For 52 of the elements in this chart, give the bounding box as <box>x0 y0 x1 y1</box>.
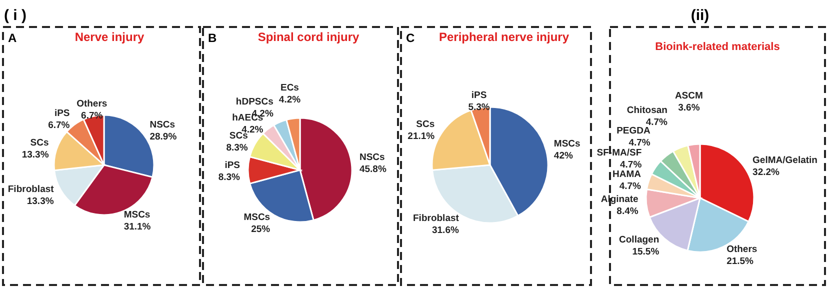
data-label: 4.7% <box>620 160 642 171</box>
chart-title: Spinal cord injury <box>258 30 360 44</box>
slice-label: Fibroblast <box>413 213 460 224</box>
slice-label: iPS <box>54 108 70 120</box>
data-label: 28.9% <box>150 131 178 142</box>
chart-title: Nerve injury <box>74 30 144 44</box>
data-label: 4.7% <box>619 181 642 192</box>
data-label: 21.1% <box>408 131 436 142</box>
slice-label: MSCs <box>244 212 270 224</box>
data-label: 4.7% <box>628 137 651 148</box>
slice-label: Others <box>726 244 758 256</box>
data-label: 8.4% <box>616 206 639 218</box>
data-label: 31.6% <box>432 225 460 236</box>
chart-title: Bioink-related materials <box>655 41 780 53</box>
data-label: 13.3% <box>22 149 50 160</box>
text: C <box>406 31 415 45</box>
data-label: 25% <box>251 224 271 236</box>
data-label: 32.2% <box>752 167 780 178</box>
slice-label: MSCs <box>124 210 150 221</box>
data-label: 15.5% <box>632 246 660 258</box>
data-label: 13.3% <box>26 196 54 208</box>
data-label: 8.3% <box>218 172 241 184</box>
slice-label: iPS <box>471 90 487 101</box>
slice-label: hDPSCs <box>236 96 274 108</box>
slice-label: SCs <box>30 137 49 148</box>
data-label: 42% <box>554 150 574 162</box>
data-label: 8.3% <box>226 142 248 154</box>
slice-label: SCs <box>416 119 435 130</box>
slice-label: HAMA <box>612 169 642 180</box>
text: ( i ) <box>4 7 26 24</box>
slice-label: Others <box>76 98 108 110</box>
chart-title: Peripheral nerve injury <box>438 30 570 44</box>
slice-label: MSCs <box>554 138 580 150</box>
slice-label: SF-MA/SF <box>596 148 642 159</box>
slice-label: Collagen <box>619 234 660 246</box>
slice-label: ECs <box>280 82 299 94</box>
slice-label: NSCs <box>150 119 176 130</box>
data-label: 31.1% <box>124 222 152 233</box>
text: A <box>8 31 17 45</box>
data-label: 6.7% <box>48 120 70 132</box>
text: (ii) <box>690 7 710 24</box>
slice-label: NSCs <box>359 152 385 164</box>
data-label: 3.6% <box>678 102 700 114</box>
slice-label: Chitosan <box>626 105 668 116</box>
data-label: 4.2% <box>278 94 302 106</box>
slice-label: GelMA/Gelatin <box>752 155 818 166</box>
text: B <box>208 31 217 45</box>
slice-label: ASCM <box>674 90 704 102</box>
slice-label: Fibroblast <box>8 184 55 196</box>
data-label: 45.8% <box>359 164 387 176</box>
data-label: 21.5% <box>726 256 754 268</box>
slice-label: iPS <box>224 160 240 172</box>
